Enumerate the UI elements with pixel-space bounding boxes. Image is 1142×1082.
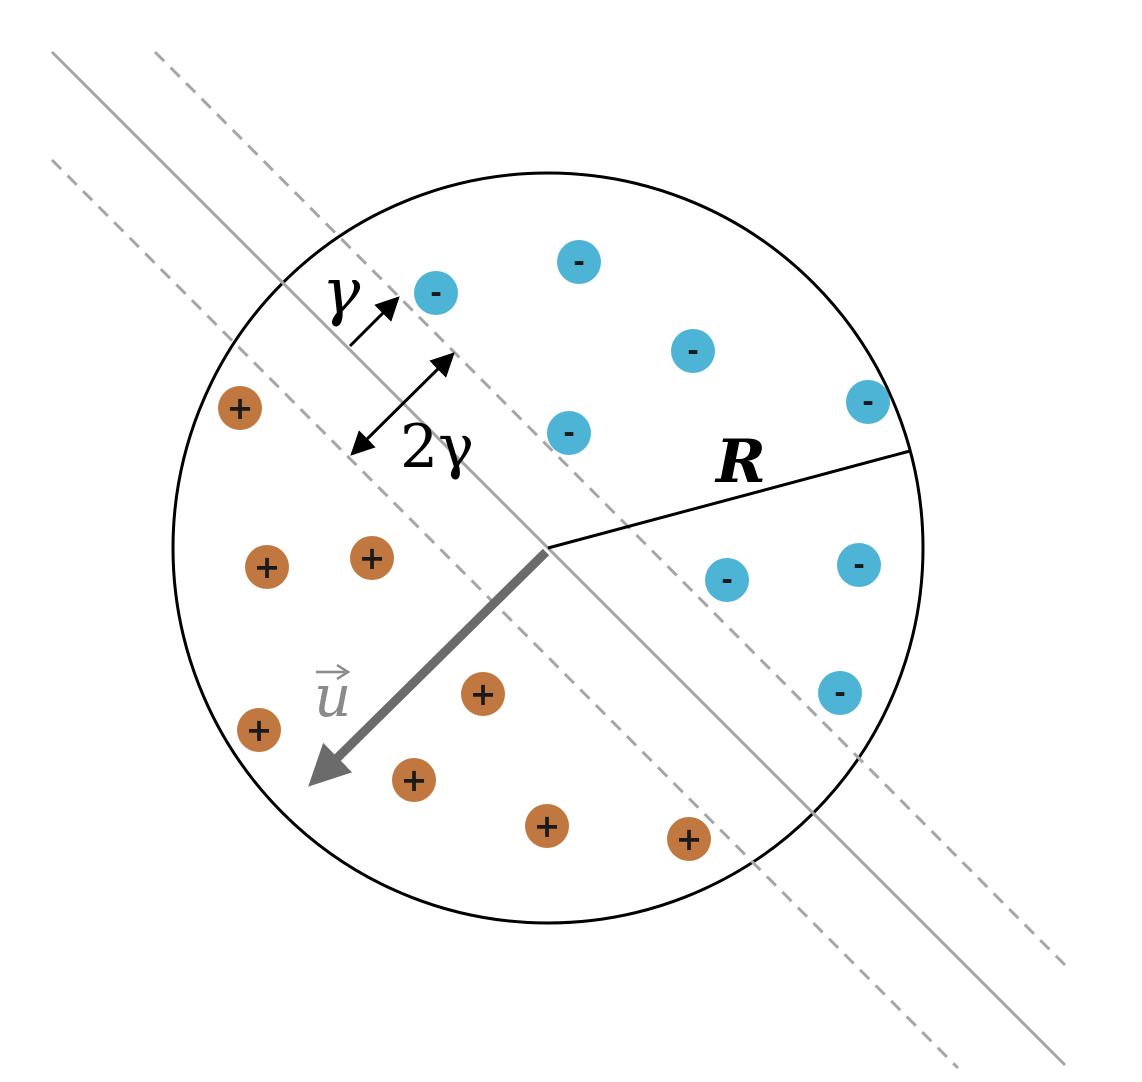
negative-point: -	[671, 329, 715, 373]
gamma-label: γ	[322, 255, 361, 329]
two-gamma-label: 2γ	[400, 412, 474, 482]
gamma-arrow	[348, 296, 400, 348]
positive-point: +	[392, 758, 436, 802]
two-gamma-arrow	[350, 352, 455, 456]
radius-line	[547, 449, 911, 550]
svg-text:+: +	[359, 539, 386, 577]
negative-point: -	[705, 558, 749, 602]
svg-text:+: +	[470, 675, 497, 713]
negative-point: -	[818, 671, 862, 715]
positive-point: +	[525, 804, 569, 848]
negative-point: -	[414, 271, 458, 315]
radius-label: R	[714, 427, 766, 497]
negative-point: -	[557, 240, 601, 284]
svg-text:-: -	[563, 416, 575, 449]
svg-text:-: -	[573, 245, 585, 278]
separating-hyperplane	[50, 50, 1067, 1067]
svg-text:-: -	[687, 334, 699, 367]
positive-point: +	[218, 386, 262, 430]
svg-text:-: -	[721, 563, 733, 596]
svg-text:+: +	[676, 820, 703, 858]
negative-point: -	[846, 380, 890, 424]
margin-line-lower	[50, 158, 960, 1070]
positive-point: +	[667, 817, 711, 861]
enclosing-circle	[171, 171, 925, 925]
negative-point: -	[837, 543, 881, 587]
svg-text:-: -	[834, 676, 846, 709]
vector-u-arrow	[308, 548, 550, 787]
positive-point: +	[237, 708, 281, 752]
negative-point: -	[547, 411, 591, 455]
svg-text:+: +	[246, 711, 273, 749]
svg-text:-: -	[430, 276, 442, 309]
vector-arrow-accent-icon	[316, 663, 351, 681]
svg-text:-: -	[862, 385, 874, 418]
margin-line-upper	[153, 50, 1067, 967]
svg-text:+: +	[534, 807, 561, 845]
positive-point: +	[350, 536, 394, 580]
svg-text:+: +	[401, 761, 428, 799]
svg-text:+: +	[227, 389, 254, 427]
svg-text:+: +	[254, 548, 281, 586]
svg-text:-: -	[853, 548, 865, 581]
positive-point: +	[245, 545, 289, 589]
positive-point: +	[461, 672, 505, 716]
